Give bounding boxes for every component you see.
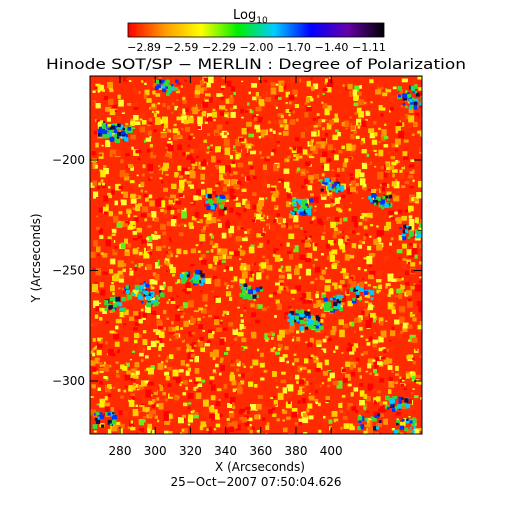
x-tick-label: 360 <box>249 444 272 458</box>
y-tick-label: −200 <box>52 153 85 167</box>
plot-title: Hinode SOT/SP − MERLIN : Degree of Polar… <box>46 57 466 73</box>
colorbar <box>127 22 385 38</box>
timestamp: 25−Oct−2007 07:50:04.626 <box>170 475 341 489</box>
x-tick-label: 340 <box>214 444 237 458</box>
map-texture <box>90 76 422 434</box>
colorbar-tick-label: −1.11 <box>352 41 386 54</box>
y-axis-ticks: −200 −250 −300 <box>52 153 422 388</box>
x-tick-label: 300 <box>144 444 167 458</box>
colorbar-ticks: −2.89 −2.59 −2.29 −2.00 −1.70 −1.40 −1.11 <box>127 41 386 54</box>
colorbar-tick-label: −1.40 <box>315 41 349 54</box>
polarization-map <box>90 76 422 434</box>
x-tick-label: 380 <box>285 444 308 458</box>
x-tick-label: 400 <box>320 444 343 458</box>
plot-frame <box>89 75 423 435</box>
y-tick-label: −250 <box>52 264 85 278</box>
x-axis-label: X (Arcseconds) <box>215 460 305 474</box>
colorbar-tick-label: −2.29 <box>202 41 236 54</box>
colorbar-tick-label: −2.59 <box>165 41 199 54</box>
colorbar-tick-label: −2.89 <box>127 41 161 54</box>
x-axis-ticks: 280 300 320 340 360 380 400 <box>109 76 343 458</box>
x-tick-label: 280 <box>109 444 132 458</box>
x-tick-label: 320 <box>179 444 202 458</box>
colorbar-tick-label: −1.70 <box>277 41 311 54</box>
y-tick-label: −300 <box>52 374 85 388</box>
y-axis-label: Y (Arcseconds) <box>29 213 43 303</box>
colorbar-tick-label: −2.00 <box>240 41 274 54</box>
colorbar-label: Log10 <box>233 8 268 26</box>
